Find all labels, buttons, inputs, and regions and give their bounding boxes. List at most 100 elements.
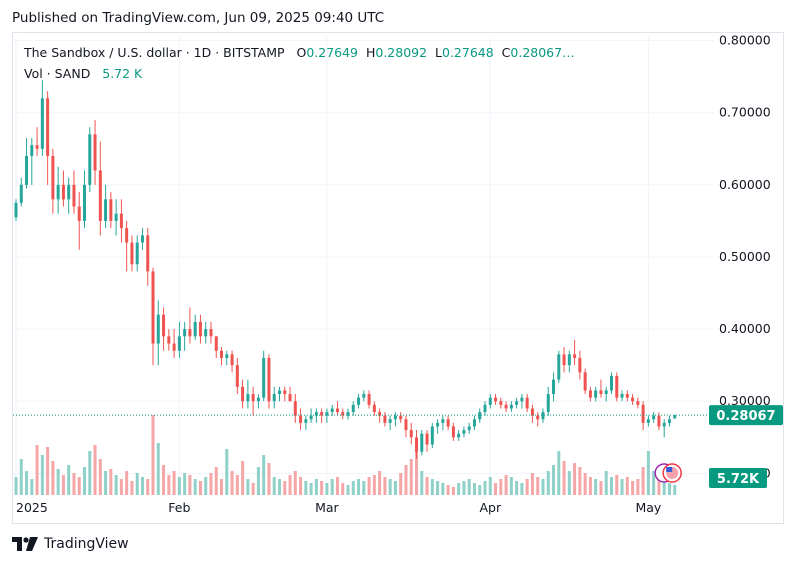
candle-body bbox=[552, 379, 556, 395]
volume-bar bbox=[631, 481, 635, 495]
volume-bar bbox=[520, 483, 524, 495]
volume-bar bbox=[304, 481, 308, 495]
candle-body bbox=[499, 401, 503, 405]
volume-bar bbox=[288, 475, 292, 495]
volume-bar bbox=[56, 469, 60, 495]
candle-body bbox=[652, 415, 656, 420]
candle-body bbox=[56, 184, 60, 200]
candle-body bbox=[177, 336, 181, 351]
volume-bar bbox=[77, 477, 81, 495]
volume-bar bbox=[19, 459, 23, 495]
volume-bar bbox=[320, 481, 324, 495]
tradingview-footer[interactable]: TradingView bbox=[12, 536, 129, 552]
volume-bar bbox=[262, 455, 266, 495]
volume-bar bbox=[188, 475, 192, 495]
candle-body bbox=[420, 433, 424, 452]
candle-body bbox=[256, 397, 260, 402]
candle-body bbox=[14, 202, 18, 218]
candle-body bbox=[320, 412, 324, 416]
candle-body bbox=[304, 419, 308, 423]
candle-body bbox=[204, 329, 208, 337]
volume-bar bbox=[293, 471, 297, 495]
volume-bar bbox=[404, 465, 408, 495]
volume-bar bbox=[372, 475, 376, 495]
symbol-title[interactable]: The Sandbox / U.S. dollar · 1D · BITSTAM… bbox=[24, 45, 285, 60]
candle-body bbox=[467, 426, 471, 431]
candle-body bbox=[346, 412, 350, 416]
volume-bar bbox=[583, 473, 587, 495]
volume-bar bbox=[162, 465, 166, 495]
volume-bar bbox=[267, 463, 271, 495]
candle-body bbox=[162, 314, 166, 337]
candle-body bbox=[125, 228, 129, 243]
candle-body bbox=[409, 430, 413, 438]
candle-body bbox=[599, 390, 603, 395]
candle-body bbox=[367, 394, 371, 405]
volume-bar bbox=[378, 471, 382, 495]
volume-bar bbox=[620, 479, 624, 495]
volume-bar bbox=[193, 479, 197, 495]
candle-body bbox=[288, 394, 292, 402]
candle-body bbox=[509, 404, 513, 409]
last-price-badge bbox=[709, 405, 783, 426]
volume-bar bbox=[494, 483, 498, 495]
volume-label[interactable]: Vol · SAND bbox=[24, 66, 91, 81]
y-tick-label: 0.40000 bbox=[719, 321, 771, 336]
volume-bar bbox=[146, 479, 150, 495]
candle-body bbox=[393, 415, 397, 420]
candle-body bbox=[451, 426, 455, 438]
candle-body bbox=[293, 401, 297, 416]
volume-bar bbox=[472, 483, 476, 495]
candle-body bbox=[35, 145, 39, 149]
candle-body bbox=[83, 184, 87, 221]
volume-bar bbox=[35, 445, 39, 495]
volume-bar bbox=[114, 475, 118, 495]
low-value: 0.27648 bbox=[442, 45, 494, 60]
volume-bar bbox=[415, 449, 419, 495]
candle-body bbox=[72, 184, 76, 207]
candle-body bbox=[351, 404, 355, 413]
candle-body bbox=[241, 386, 245, 402]
candle-body bbox=[430, 426, 434, 445]
y-tick-label: 0.50000 bbox=[719, 249, 771, 264]
volume-bar bbox=[225, 449, 229, 495]
candle-body bbox=[636, 401, 640, 405]
volume-bar bbox=[204, 477, 208, 495]
volume-bar bbox=[198, 481, 202, 495]
volume-bar bbox=[652, 471, 656, 495]
volume-bar bbox=[151, 415, 155, 495]
y-tick-label: 0.70000 bbox=[719, 105, 771, 120]
volume-badge bbox=[709, 468, 767, 488]
candle-body bbox=[167, 336, 171, 344]
volume-bar bbox=[509, 477, 513, 495]
volume-bar bbox=[657, 479, 661, 495]
volume-bar bbox=[125, 471, 129, 495]
candle-body bbox=[573, 354, 577, 358]
candle-body bbox=[183, 329, 187, 337]
candle-body bbox=[325, 412, 329, 416]
candle-body bbox=[578, 357, 582, 373]
candle-body bbox=[93, 134, 97, 171]
chart-frame[interactable]: 0.80000 0.70000 0.60000 0.50000 0.40000 0.300… bbox=[12, 32, 784, 524]
candle-body bbox=[156, 314, 160, 344]
volume-bar bbox=[46, 447, 50, 495]
high-value: 0.28092 bbox=[375, 45, 428, 60]
candle-body bbox=[536, 415, 540, 420]
candle-body bbox=[225, 354, 229, 358]
volume-bar bbox=[573, 463, 577, 495]
price-chart[interactable]: 0.80000 0.70000 0.60000 0.50000 0.40000 0.300… bbox=[13, 33, 783, 523]
volume-bar bbox=[104, 471, 108, 495]
volume-legend: Vol · SAND 5.72 K bbox=[24, 66, 142, 81]
candle-body bbox=[583, 372, 587, 391]
candle-body bbox=[251, 394, 255, 402]
candle-body bbox=[488, 397, 492, 405]
volume-bar bbox=[325, 483, 329, 495]
volume-bar bbox=[399, 473, 403, 495]
candle-body bbox=[246, 394, 250, 402]
volume-bar bbox=[599, 481, 603, 495]
close-label: C bbox=[501, 45, 511, 60]
volume-bar bbox=[615, 475, 619, 495]
volume-bar bbox=[272, 477, 276, 495]
volume-bar bbox=[383, 477, 387, 495]
volume-bar bbox=[567, 471, 571, 495]
